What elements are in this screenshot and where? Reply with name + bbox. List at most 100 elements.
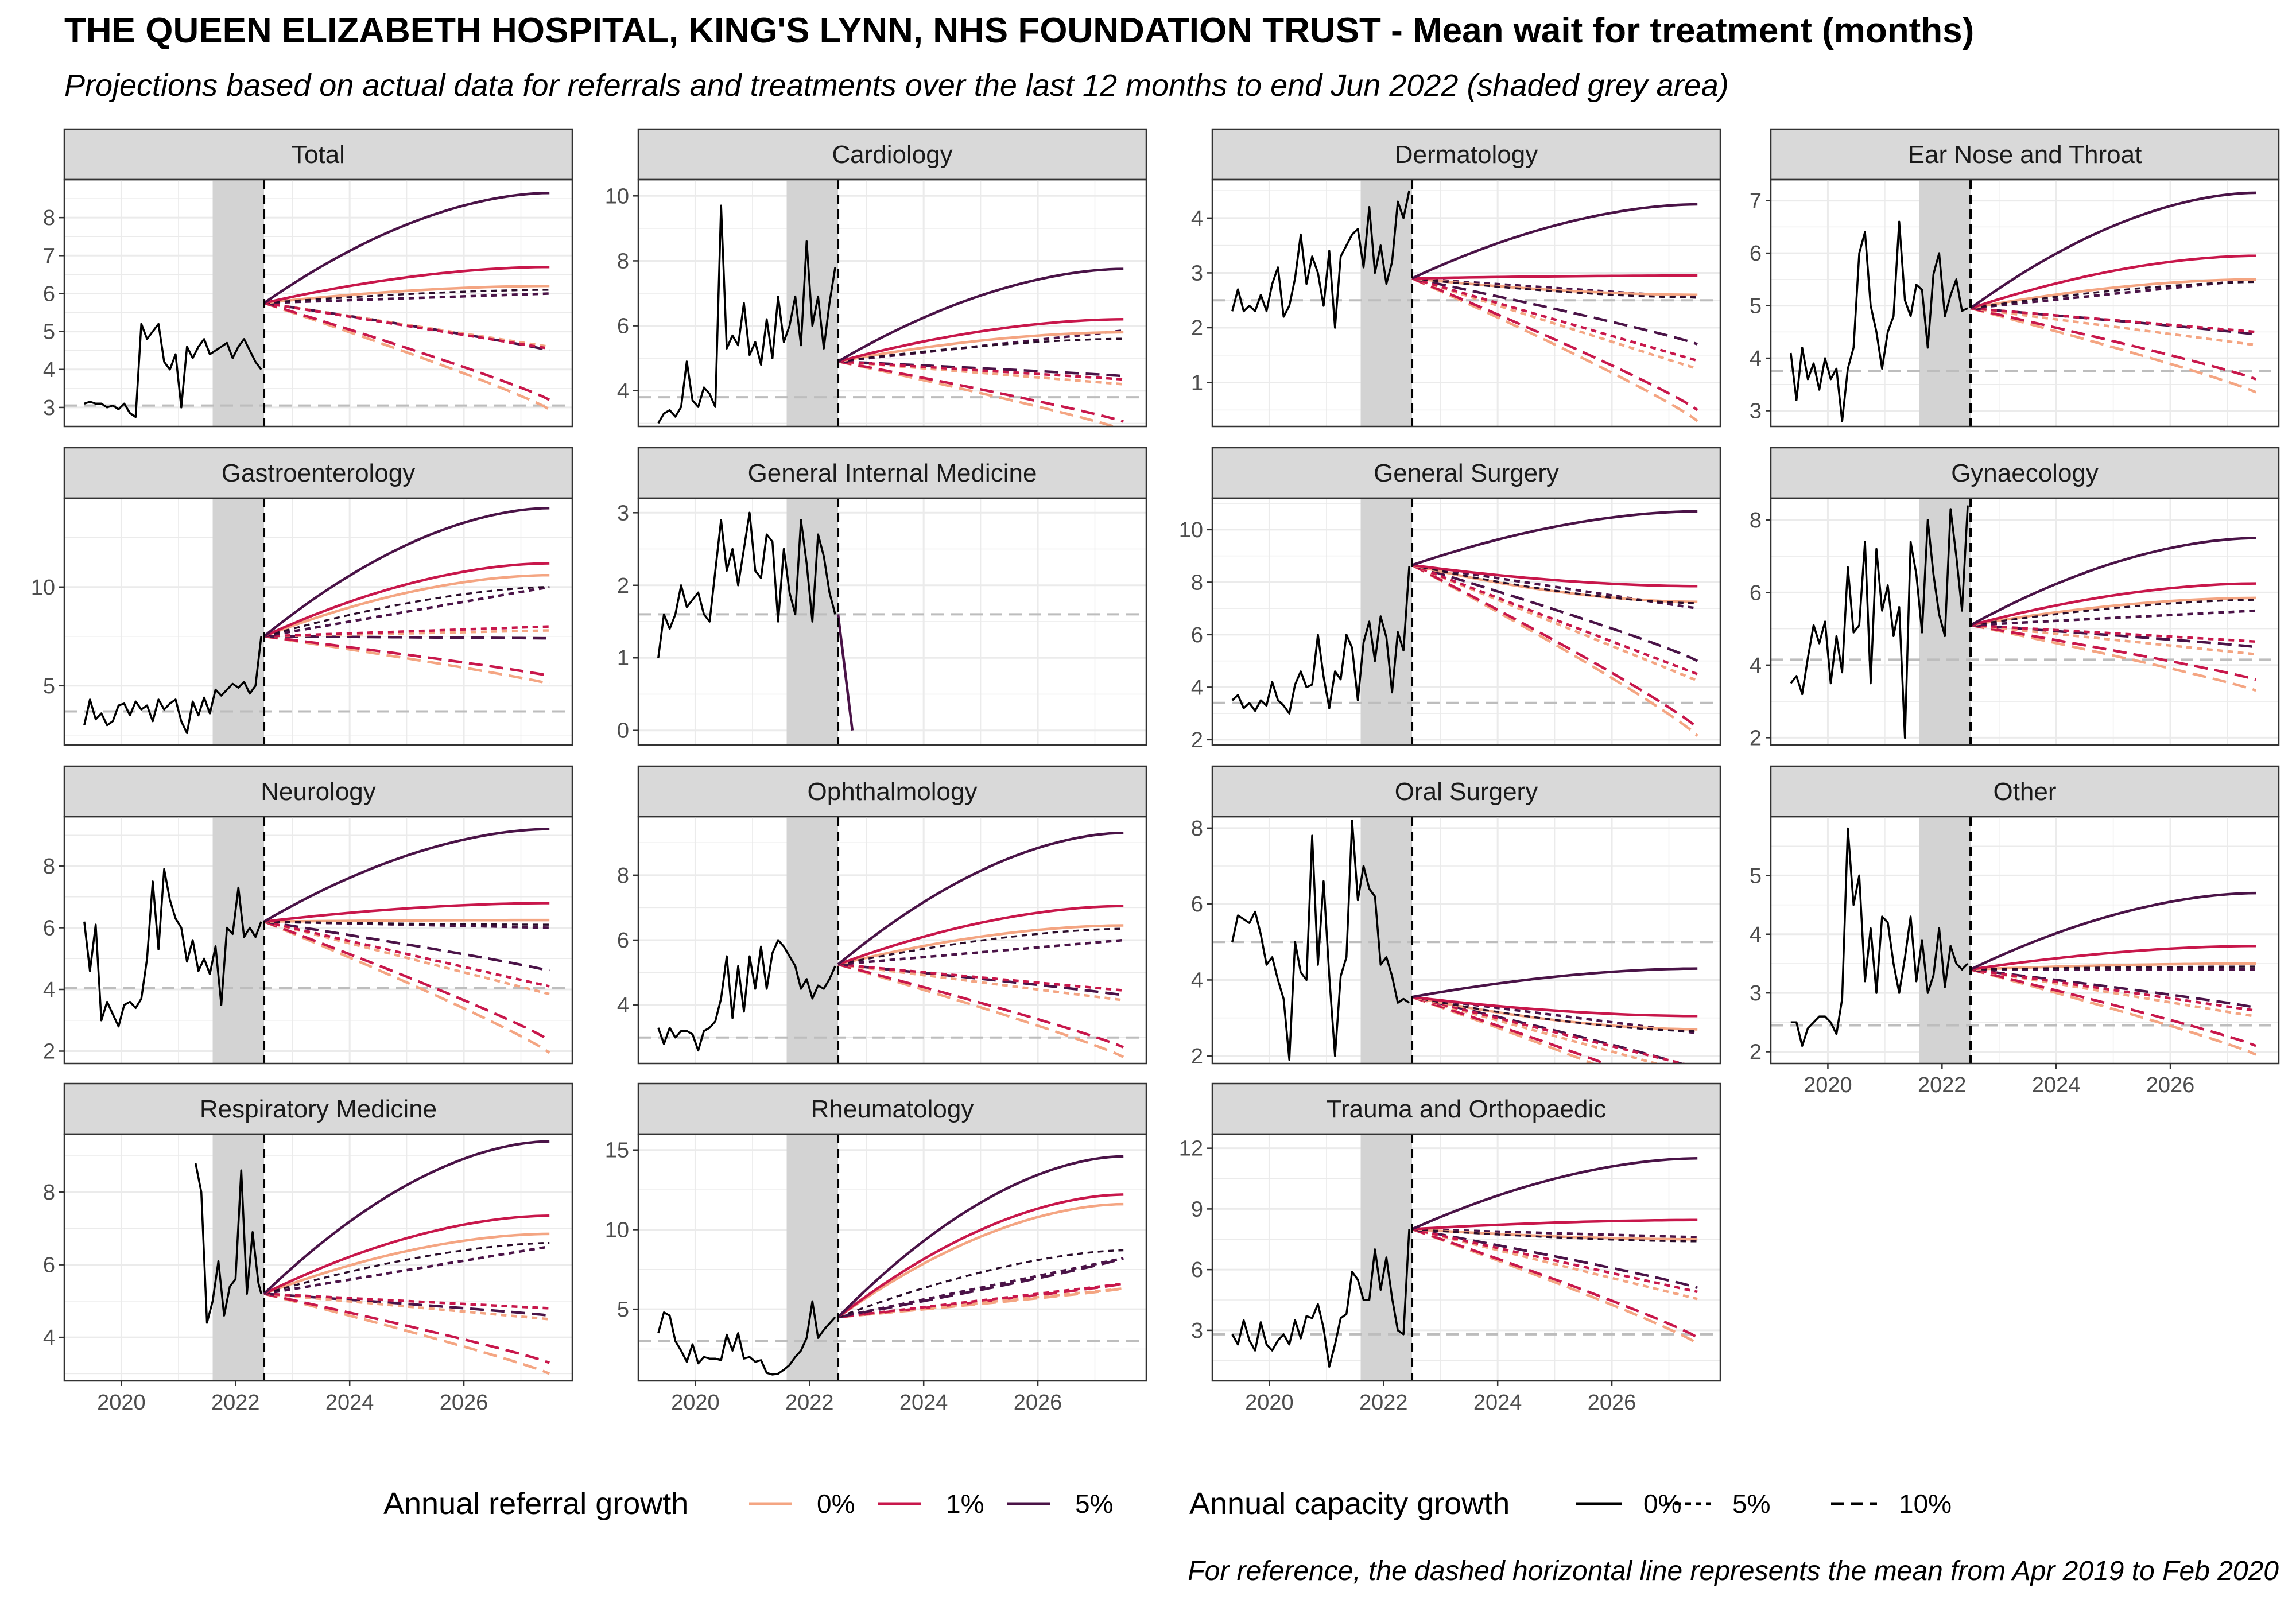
projection-baseline-dotted [263, 586, 550, 638]
y-tick-label: 1 [1191, 371, 1203, 395]
y-tick-label: 4 [1191, 676, 1203, 700]
panel-cardiology: Cardiology 4 6 8 10 [605, 128, 1147, 428]
projection-1pct-solid [263, 902, 550, 923]
x-tick-label: 2022 [211, 1391, 260, 1415]
y-tick-label: 4 [617, 993, 629, 1018]
projection-0pct-dashed [1970, 968, 2257, 1056]
y-tick-label: 0 [617, 719, 629, 743]
projection-0pct-dotted [263, 629, 550, 638]
panel-border [637, 1133, 1147, 1382]
actual-series-line [1790, 220, 1968, 422]
shaded-period [212, 498, 265, 745]
panel-strip [1211, 765, 1721, 818]
panel-strip [63, 447, 573, 499]
projection-0pct-solid [1411, 995, 1698, 1031]
actual-series-line [1790, 505, 1969, 739]
y-tick-label: 8 [1750, 509, 1762, 533]
panel-general-surgery: General Surgery 2 4 6 8 10 [1179, 447, 1721, 752]
projection-5pct-solid [1969, 537, 2256, 627]
projection-0pct-dotted [263, 920, 550, 996]
panel-strip [1211, 128, 1721, 181]
y-tick-label: 1 [617, 646, 629, 670]
y-tick-label: 8 [43, 206, 55, 230]
projection-baseline-dotted [837, 1249, 1124, 1318]
projection-0pct-dotted [1970, 624, 2256, 656]
panel-strip-label: Gastroenterology [222, 459, 416, 487]
projection-0pct-solid [263, 284, 550, 305]
actual-series-line [1231, 819, 1410, 1061]
panel-strip [637, 128, 1147, 181]
y-tick-label: 4 [43, 358, 55, 382]
panel-grid: Total345678Cardiology46810Dermatology123… [31, 128, 2280, 1415]
projection-5pct-dashed [837, 963, 1124, 997]
projection-0pct-solid [263, 918, 550, 923]
y-tick-label: 2 [1750, 726, 1762, 750]
panel-strip [63, 765, 573, 818]
x-tick-label: 2020 [1804, 1073, 1852, 1097]
panel-strip-label: Ophthalmology [808, 778, 978, 806]
panel-strip-label: Oral Surgery [1395, 778, 1538, 806]
projection-0pct-solid [1411, 1228, 1698, 1241]
projection-0pct-dashed [837, 963, 1124, 1058]
projection-baseline-dotted [263, 289, 550, 304]
projection-0pct-dashed [263, 301, 550, 411]
projection-1pct-dashed [837, 963, 1124, 1049]
projection-0pct-dashed [1411, 277, 1698, 422]
y-tick-label: 5 [617, 1298, 629, 1322]
x-tick-label: 2026 [2146, 1073, 2195, 1097]
gridlines [64, 179, 572, 427]
projection-1pct-dashed [1411, 996, 1609, 1063]
y-tick-label: 2 [1191, 1045, 1203, 1069]
projection-1pct-solid [1411, 1218, 1698, 1231]
projection-0pct-dotted [837, 1287, 1124, 1319]
panel-strip-label: Ear Nose and Throat [1908, 141, 2142, 169]
panel-border [1211, 178, 1721, 428]
projection-5pct-solid [263, 191, 550, 304]
projection-5pct-dotted [1411, 1228, 1698, 1239]
panel-oral-surgery: Oral Surgery 2 4 6 8 [1191, 765, 1721, 1069]
projection-5pct-dotted [837, 329, 1124, 363]
projection-1pct-dotted [1970, 968, 2256, 1012]
panel-neurology: Neurology 2 4 6 8 [43, 765, 573, 1065]
projection-1pct-dashed [1411, 564, 1698, 729]
projection-1pct-dotted [263, 920, 550, 988]
y-tick-label: 15 [605, 1139, 629, 1163]
x-tick-label: 2020 [97, 1391, 146, 1415]
shaded-period [212, 180, 265, 426]
legend: Annual referral growth 0% 1% 5% Annual capac… [383, 1486, 1952, 1521]
y-tick-label: 3 [1750, 981, 1762, 1006]
panel-dermatology: Dermatology 1 2 3 4 [1191, 128, 1721, 428]
projection-5pct-dashed [1411, 277, 1698, 346]
projection-5pct-dotted [263, 292, 550, 305]
x-tick-label: 2022 [785, 1391, 834, 1415]
projection-1pct-solid [1411, 564, 1698, 588]
projection-1pct-dotted [837, 360, 1124, 381]
x-tick-label: 2022 [1359, 1391, 1408, 1415]
projection-0pct-dotted [1970, 968, 2256, 1018]
y-tick-label: 3 [1191, 1319, 1203, 1343]
projection-5pct-dotted [837, 938, 1124, 966]
y-tick-label: 10 [31, 576, 55, 600]
y-tick-label: 3 [617, 501, 629, 525]
y-tick-label: 8 [1191, 570, 1203, 595]
x-tick-label: 2024 [1473, 1391, 1522, 1415]
panel-strip-label: Other [1993, 778, 2056, 806]
projection-5pct-dashed [837, 1257, 1124, 1319]
actual-series-line [1231, 1229, 1410, 1368]
y-tick-label: 6 [43, 917, 55, 941]
gridlines [1212, 498, 1720, 745]
y-tick-label: 3 [43, 396, 55, 420]
projection-1pct-solid [1970, 254, 2256, 310]
y-tick-label: 4 [1191, 968, 1203, 992]
projection-5pct-solid [1411, 967, 1698, 999]
panel-strip-label: Cardiology [832, 141, 952, 169]
y-tick-label: 2 [617, 574, 629, 598]
projection-5pct-dotted [1970, 609, 2256, 627]
y-tick-label: 6 [1750, 242, 1762, 266]
legend-referral-label: 5% [1075, 1489, 1113, 1519]
panel-other: Other 2 3 4 5 2020 2022 2024 2026 [1750, 765, 2280, 1097]
actual-series-line [1231, 190, 1410, 329]
y-tick-label: 2 [1191, 316, 1203, 340]
projection-1pct-dotted [263, 1292, 550, 1310]
panel-border [63, 816, 573, 1065]
